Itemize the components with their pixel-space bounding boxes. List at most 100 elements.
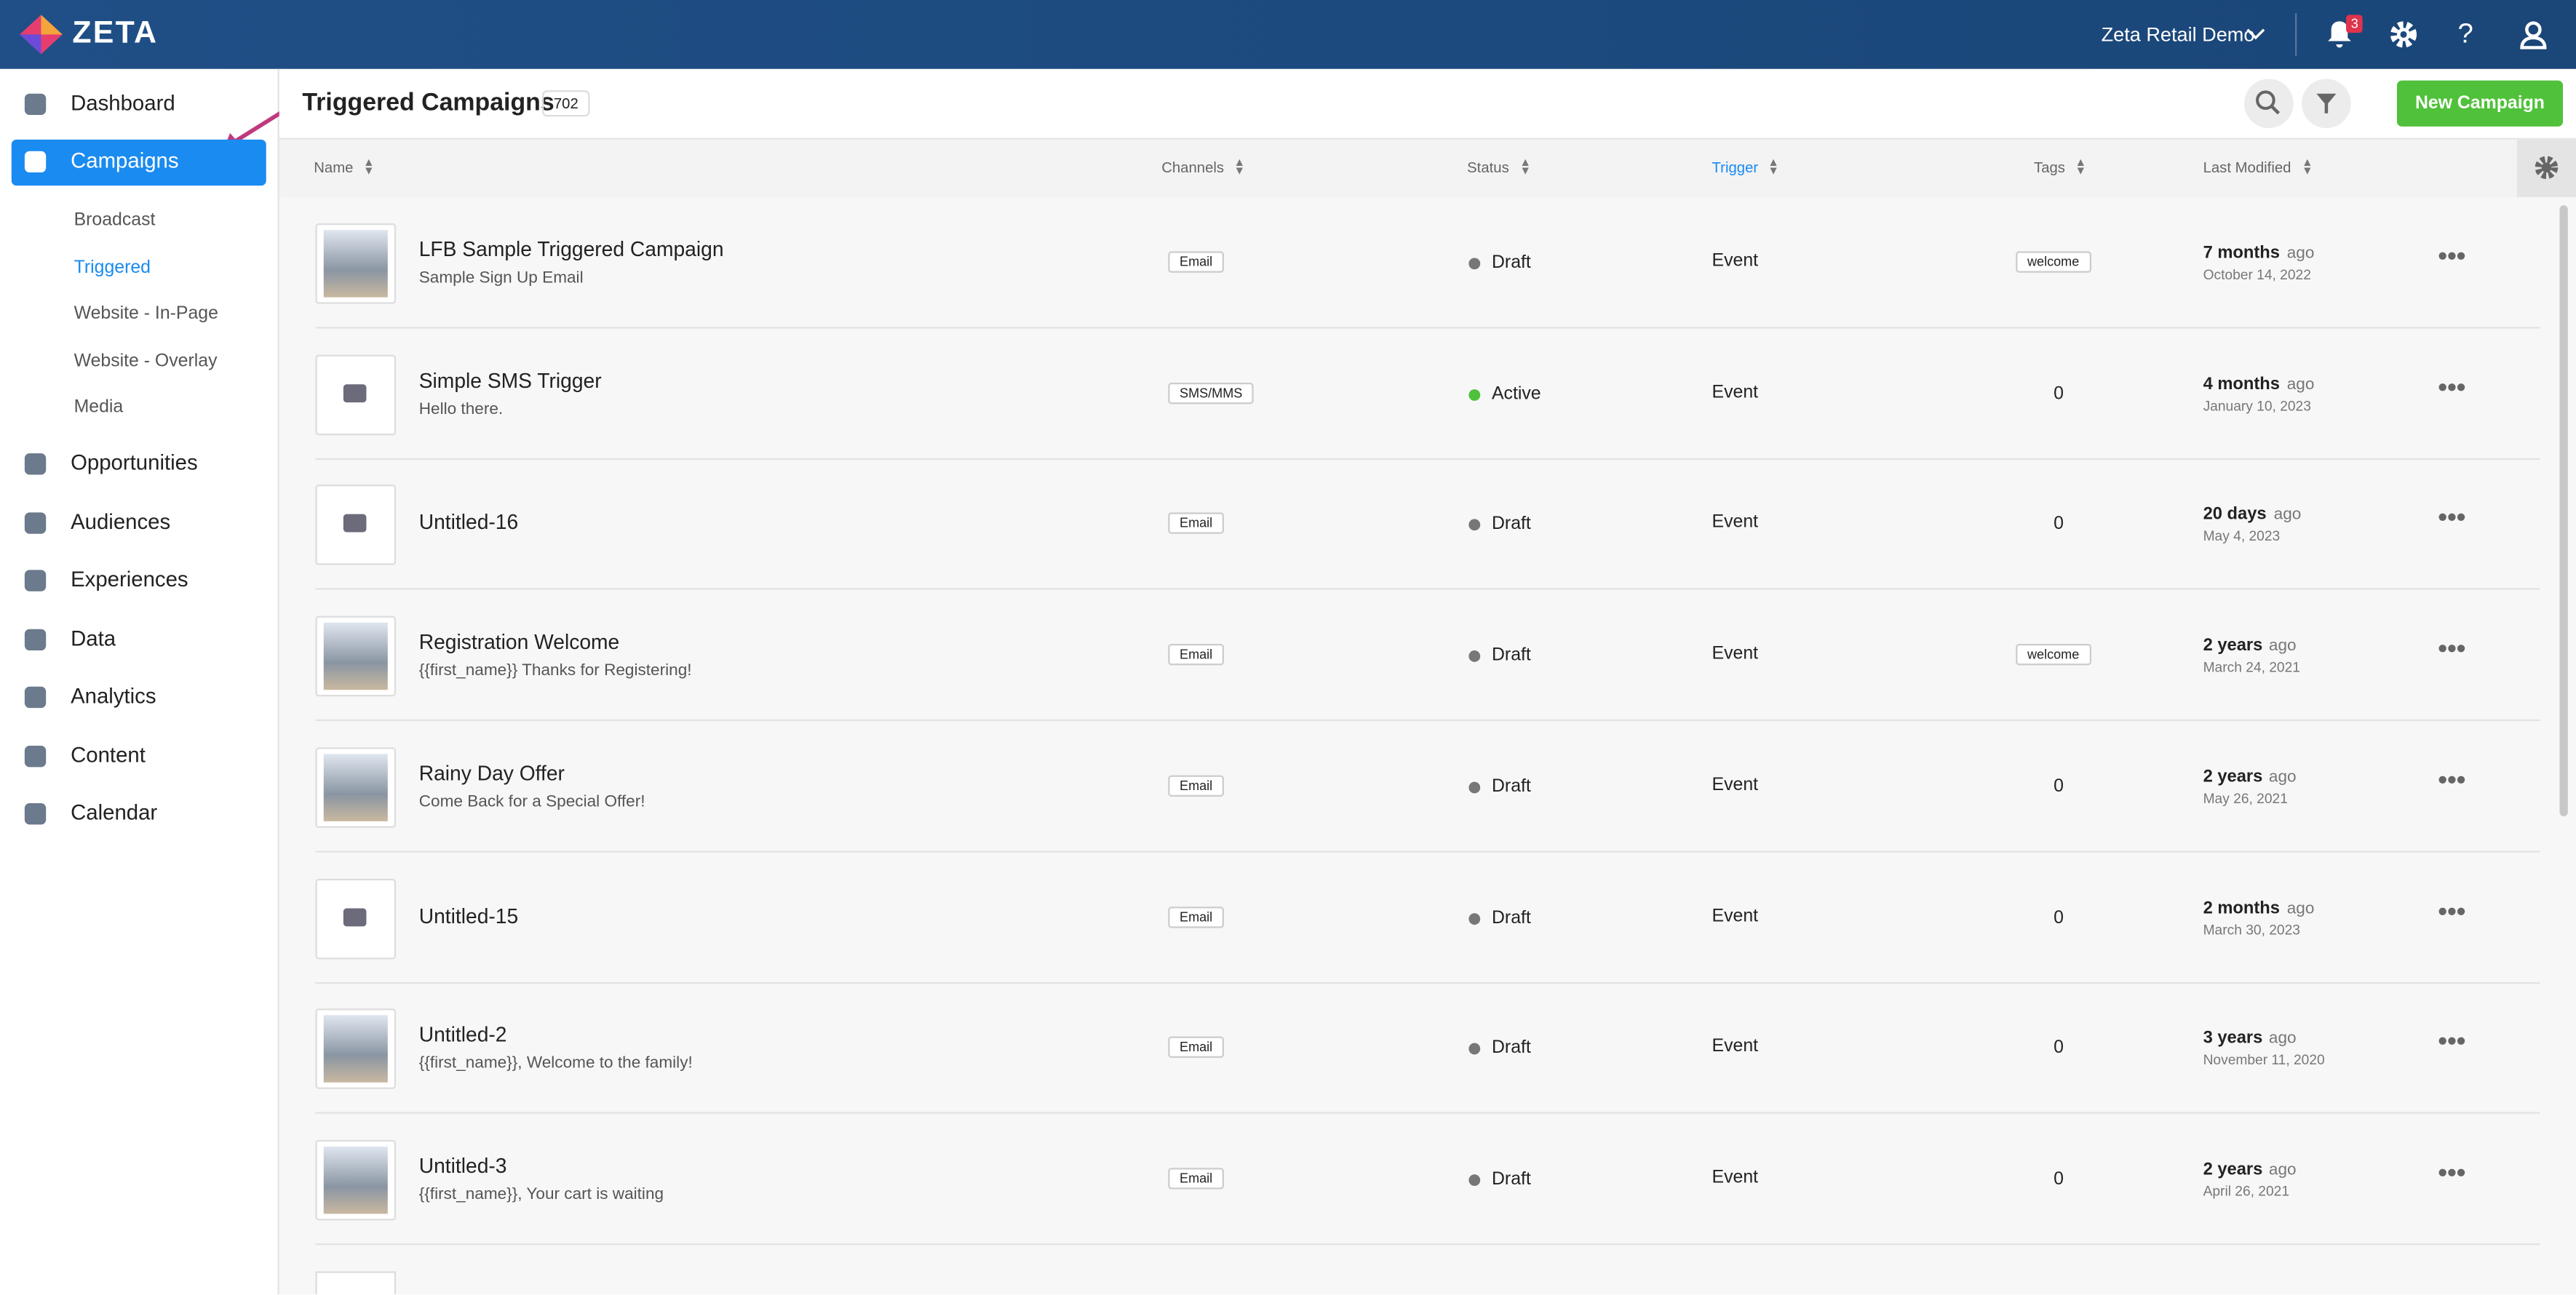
campaign-subject: Sample Sign Up Email [418, 269, 584, 288]
row-menu[interactable]: ••• [2438, 635, 2466, 664]
modified-relative: 2 years [2203, 1159, 2263, 1179]
nav-icon [24, 803, 47, 825]
status-dot [1468, 519, 1481, 532]
count-badge: 702 [542, 90, 590, 117]
settings-icon[interactable] [2389, 20, 2419, 49]
sort-icon[interactable]: ▲ ▼ [1233, 157, 1246, 178]
column-header[interactable]: Last Modified [2203, 159, 2291, 176]
thumbnail-image [323, 1146, 388, 1214]
status: Draft [1491, 907, 1531, 928]
channel-pill: Email [1168, 513, 1225, 535]
modified-relative: 4 months [2203, 374, 2280, 394]
campaign-name[interactable]: Registration Welcome [418, 631, 620, 654]
status-dot [1468, 1174, 1481, 1186]
modified-relative: 2 months [2203, 897, 2280, 917]
row-menu[interactable]: ••• [2438, 1028, 2466, 1057]
ago-label: ago [2286, 899, 2315, 917]
account-switcher[interactable]: Zeta Retail Demo [2101, 23, 2255, 47]
table-body: LFB Sample Triggered Campaign Sample Sign… [279, 197, 2556, 1295]
campaign-name[interactable]: Rainy Day Offer [418, 762, 565, 785]
modified-date: May 26, 2021 [2203, 789, 2288, 807]
sub-nav-item[interactable]: Website - Overlay [73, 351, 218, 371]
sub-nav-item[interactable]: Media [73, 397, 124, 418]
new-campaign-button[interactable]: New Campaign [2396, 80, 2564, 127]
trigger: Event [1712, 1167, 1759, 1188]
campaign-name[interactable]: Simple SMS Trigger [418, 369, 602, 392]
thumbnail-image [323, 622, 388, 690]
sort-icon[interactable]: ▲ ▼ [1768, 157, 1779, 178]
bell-icon[interactable] [2325, 20, 2355, 49]
row-menu[interactable]: ••• [2438, 504, 2466, 533]
column-header[interactable]: Trigger [1712, 159, 1759, 176]
nav-icon [24, 629, 47, 651]
user-icon[interactable] [2519, 20, 2548, 49]
help-icon[interactable]: ? [2457, 17, 2473, 49]
tag-count: 0 [2054, 1169, 2064, 1190]
tag-count: 0 [2054, 907, 2064, 928]
modified-date: May 4, 2023 [2203, 527, 2281, 545]
ago-label: ago [2268, 637, 2297, 656]
column-header[interactable]: Name [314, 159, 354, 176]
campaign-name[interactable]: Untitled-16 [418, 511, 519, 535]
sub-nav-item[interactable]: Broadcast [73, 210, 156, 231]
nav-item[interactable]: Dashboard [71, 90, 175, 116]
modified-relative: 2 years [2203, 766, 2263, 786]
channel-pill: SMS/MMS [1168, 382, 1255, 404]
brand: ZETA [72, 16, 159, 51]
nav-item[interactable]: Data [71, 626, 116, 651]
campaign-name[interactable]: Untitled-3 [418, 1154, 507, 1178]
row-menu[interactable]: ••• [2438, 1159, 2466, 1188]
sub-nav-item[interactable]: Triggered [73, 257, 151, 277]
campaign-name[interactable]: Untitled-2 [418, 1023, 507, 1047]
column-settings[interactable] [2516, 139, 2576, 197]
sidebar: Dashboard Campaigns Opportunities Audiences… [0, 68, 284, 1295]
modified-relative: 2 years [2203, 635, 2263, 656]
column-header[interactable]: Tags [2034, 159, 2065, 176]
thumbnail [315, 746, 397, 828]
status: Draft [1491, 645, 1531, 666]
thumbnail-icon [343, 383, 367, 402]
status-dot [1468, 781, 1481, 794]
notification-badge: 3 [2345, 15, 2364, 33]
row-menu[interactable]: ••• [2438, 243, 2466, 271]
nav-item[interactable]: Campaigns [71, 148, 179, 173]
campaign-subject: {{first_name}} Thanks for Registering! [418, 662, 692, 680]
sort-icon[interactable]: ▲ ▼ [1519, 157, 1532, 178]
campaign-name[interactable]: LFB Sample Triggered Campaign [418, 238, 724, 261]
filter-button[interactable] [2302, 79, 2351, 129]
nav-item[interactable]: Calendar [71, 800, 158, 825]
ago-label: ago [2286, 244, 2315, 263]
status: Draft [1491, 252, 1531, 273]
nav-icon [24, 151, 47, 173]
column-header[interactable]: Status [1467, 159, 1509, 176]
ago-label: ago [2268, 768, 2297, 786]
channel-pill: Email [1168, 644, 1225, 666]
tag-count: 0 [2054, 383, 2064, 404]
tag-count: 0 [2054, 776, 2064, 797]
row-menu[interactable]: ••• [2438, 897, 2466, 926]
campaign-subject: {{first_name}}, Welcome to the family! [418, 1054, 693, 1073]
sort-icon[interactable]: ▲ ▼ [2075, 157, 2087, 178]
search-button[interactable] [2244, 79, 2294, 129]
nav-icon [24, 93, 47, 116]
sort-icon[interactable]: ▲ ▼ [362, 157, 375, 178]
nav-item[interactable]: Analytics [71, 683, 156, 709]
trigger: Event [1712, 775, 1759, 795]
nav-item[interactable]: Experiences [71, 566, 188, 591]
tag-pill: welcome [2016, 644, 2091, 666]
nav-item[interactable]: Content [71, 742, 146, 768]
thumbnail-image [323, 1015, 388, 1083]
chevron [2246, 28, 2265, 40]
row-menu[interactable]: ••• [2438, 374, 2466, 402]
nav-item[interactable]: Opportunities [71, 450, 198, 475]
nav-icon [24, 686, 47, 709]
sort-icon[interactable]: ▲ ▼ [2302, 157, 2313, 178]
sub-nav-item[interactable]: Website - In-Page [73, 303, 218, 324]
thumbnail [315, 223, 397, 304]
column-header[interactable]: Channels [1161, 159, 1225, 176]
campaign-name[interactable]: Untitled-15 [418, 904, 519, 928]
row-menu[interactable]: ••• [2438, 766, 2466, 795]
row-divider [315, 458, 2540, 460]
nav-item[interactable]: Audiences [71, 509, 171, 534]
